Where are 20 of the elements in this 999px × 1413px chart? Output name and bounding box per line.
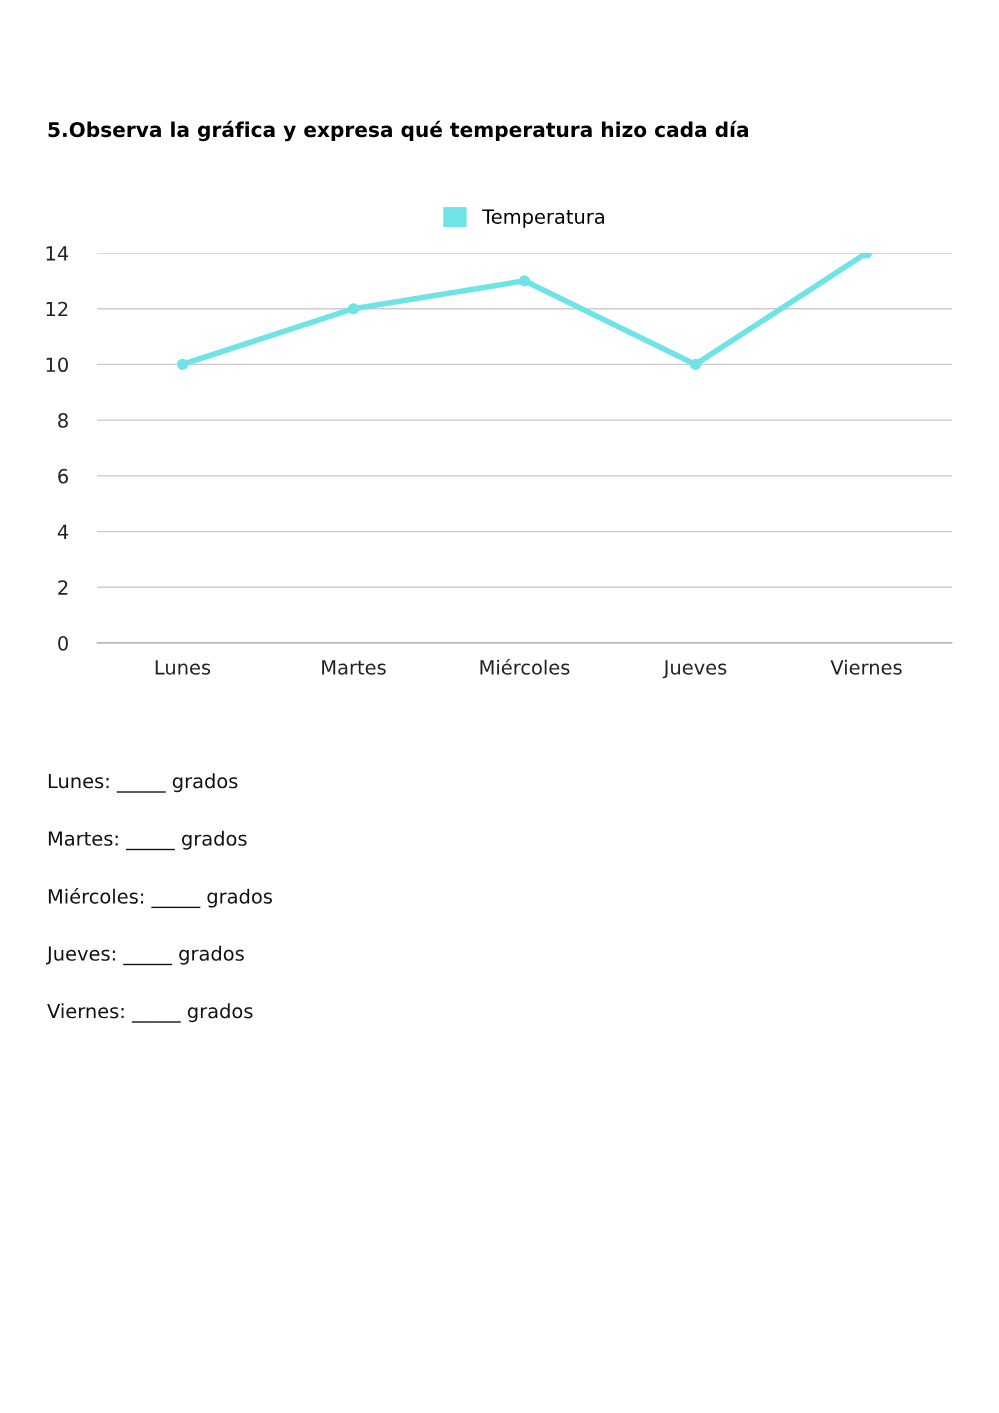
y-tick-label: 0 — [58, 635, 68, 651]
x-tick-label: Viernes — [830, 659, 902, 675]
x-tick-label: Miércoles — [480, 658, 570, 675]
y-tick-label: 12 — [46, 301, 68, 317]
x-tick-label: Martes — [322, 660, 386, 675]
x-tick-label: Lunes — [155, 660, 211, 675]
y-tick-label: 6 — [58, 468, 68, 484]
text: Lunes: _____ grados — [48, 773, 238, 793]
text: Jueves: _____ grados — [45, 945, 244, 966]
y-tick-label: 2 — [58, 580, 68, 595]
y-tick-label: 8 — [58, 413, 68, 428]
y-tick-label: 10 — [46, 357, 68, 373]
y-tick-label: 4 — [57, 524, 69, 539]
text: Martes: _____ grados — [48, 830, 247, 851]
legend-label: Temperatura — [482, 209, 604, 228]
chart-title: 5.Observa la gráfica y expresa qué temperatura hizo cada día — [48, 120, 748, 142]
y-tick-label: 14 — [46, 246, 69, 261]
text: Miércoles: _____ grados — [48, 887, 272, 909]
x-tick-label: Jueves — [662, 660, 727, 679]
text: Viernes: _____ grados — [47, 1003, 253, 1023]
